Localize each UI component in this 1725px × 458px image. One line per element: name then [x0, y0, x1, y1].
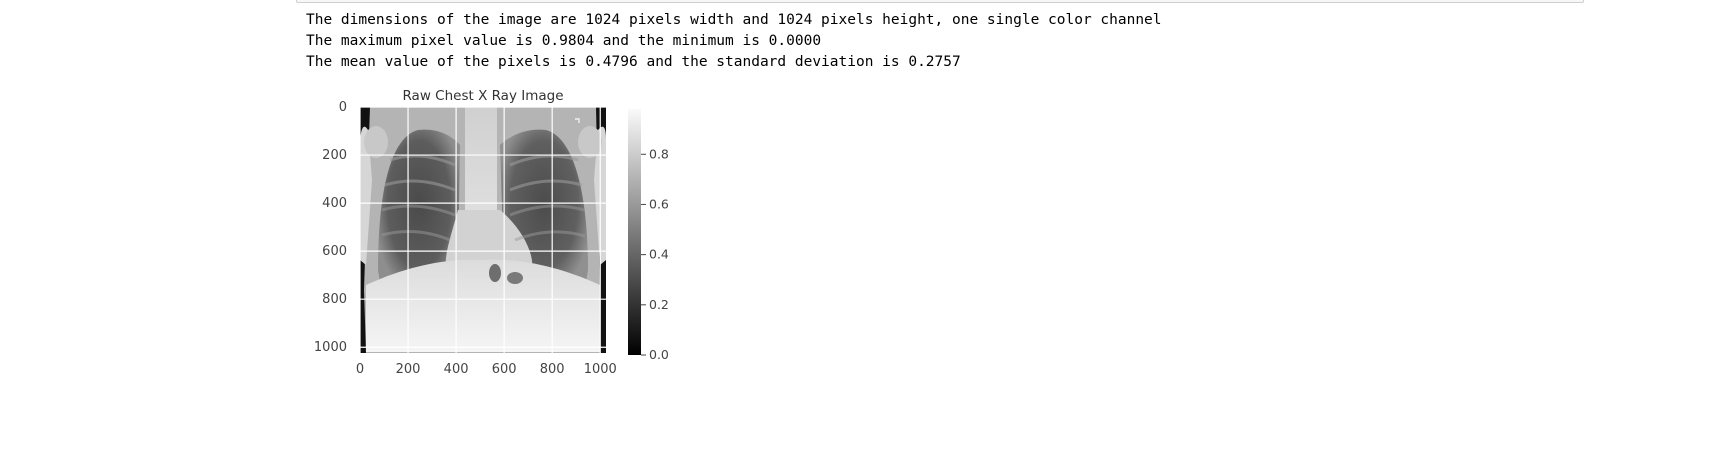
output-line-min-max: The maximum pixel value is 0.9804 and th…	[306, 33, 822, 49]
axes-layer: 0 200 400 600 800 1000 0 200 400 600 800 1000	[314, 100, 617, 377]
output-line-mean-std: The mean value of the pixels is 0.4796 a…	[306, 54, 961, 70]
colorbar-tick-label-0.2: 0.2	[649, 297, 669, 312]
x-tick-label-800: 800	[540, 362, 565, 377]
previous-cell-border	[296, 0, 1584, 3]
colorbar	[628, 109, 641, 355]
y-tick-label-800: 800	[322, 292, 347, 307]
x-tick-label-400: 400	[444, 362, 469, 377]
colorbar-tick-label-0.4: 0.4	[649, 247, 669, 262]
y-tick-label-1000: 1000	[314, 340, 347, 355]
colorbar-tick-label-0.8: 0.8	[649, 146, 669, 161]
chart-title: Raw Chest X Ray Image	[402, 90, 563, 104]
cell-output: The dimensions of the image are 1024 pix…	[306, 10, 1606, 73]
output-line-dimensions: The dimensions of the image are 1024 pix…	[306, 12, 1162, 28]
colorbar-tick-label-0.6: 0.6	[649, 196, 669, 211]
y-tick-label-400: 400	[322, 196, 347, 211]
colorbar-tick-label-0.0: 0.0	[649, 347, 669, 362]
x-tick-label-600: 600	[492, 362, 517, 377]
y-tick-label-0: 0	[339, 100, 347, 115]
y-tick-label-600: 600	[322, 244, 347, 259]
xray-image	[360, 107, 606, 353]
xray-figure: Raw Chest X Ray Image 0 200 400 6	[300, 90, 720, 430]
x-tick-label-0: 0	[356, 362, 364, 377]
x-tick-label-1000: 1000	[584, 362, 617, 377]
colorbar-ticks: 0.0 0.2 0.4 0.6 0.8	[641, 146, 669, 362]
y-tick-label-200: 200	[322, 148, 347, 163]
xray-plot-svg: Raw Chest X Ray Image 0 200 400 6	[314, 90, 669, 377]
x-tick-label-200: 200	[396, 362, 421, 377]
